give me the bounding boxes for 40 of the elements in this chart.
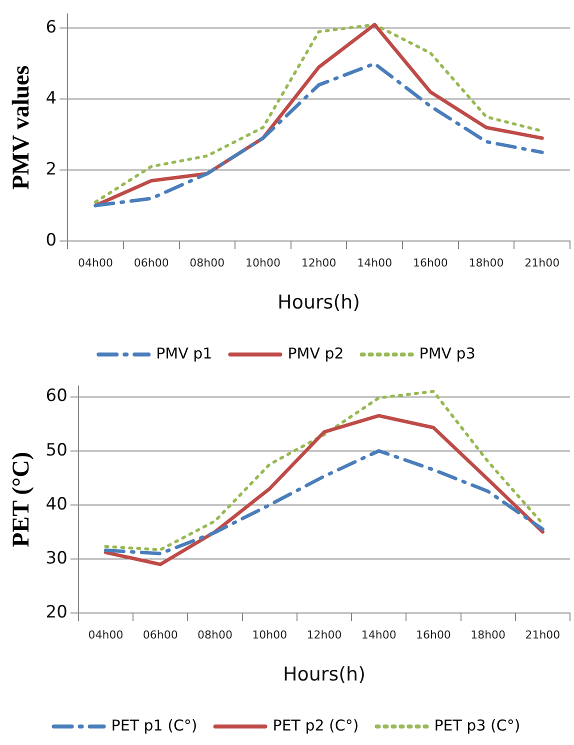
x-tick-label: 12h00 — [306, 628, 342, 642]
x-tick-label: 16h00 — [412, 256, 448, 270]
y-tick-label: 2 — [46, 159, 57, 180]
x-axis-title: Hours(h) — [282, 664, 366, 686]
legend-label: PMV p2 — [288, 344, 344, 362]
x-tick-label: 06h00 — [142, 628, 178, 642]
legend-label: PET p1 (C°) — [111, 716, 198, 734]
line-series — [104, 390, 544, 552]
x-axis-title: Hours(h) — [278, 292, 360, 314]
y-tick-label: 30 — [46, 548, 68, 568]
legend-label: PET p2 (C°) — [272, 716, 359, 734]
legend-label: PMV p3 — [419, 344, 476, 362]
y-tick-label: 40 — [46, 494, 68, 514]
x-tick-label: 12h00 — [301, 256, 336, 270]
y-tick-label: 60 — [46, 386, 68, 406]
line-series — [104, 449, 544, 556]
x-tick-label: 14h00 — [357, 256, 392, 270]
y-tick-label: 20 — [46, 602, 68, 622]
x-tick-label: 21h00 — [525, 628, 560, 642]
x-tick-label: 04h00 — [78, 256, 114, 270]
y-axis-title: PET (°C) — [8, 452, 35, 548]
line-series — [94, 62, 544, 208]
x-tick-label: 16h00 — [416, 628, 451, 642]
y-tick-label: 4 — [46, 88, 57, 109]
y-tick-label: 50 — [46, 440, 68, 460]
x-tick-label: 04h00 — [88, 628, 124, 642]
y-axis-title: PMV values — [8, 65, 35, 190]
y-tick-label: 6 — [46, 18, 57, 38]
x-tick-label: 14h00 — [361, 628, 396, 642]
x-tick-label: 08h00 — [197, 628, 232, 642]
legend-label: PET p3 (C°) — [434, 716, 520, 734]
legend-label: PMV p1 — [156, 344, 212, 362]
x-tick-label: 06h00 — [134, 256, 169, 270]
x-tick-label: 08h00 — [190, 256, 225, 270]
x-tick-label: 10h00 — [252, 628, 288, 642]
y-tick-label: 0 — [46, 230, 57, 250]
x-tick-label: 21h00 — [524, 256, 560, 270]
x-tick-label: 18h00 — [470, 628, 506, 642]
x-tick-label: 18h00 — [468, 256, 504, 270]
x-tick-label: 10h00 — [246, 256, 280, 270]
